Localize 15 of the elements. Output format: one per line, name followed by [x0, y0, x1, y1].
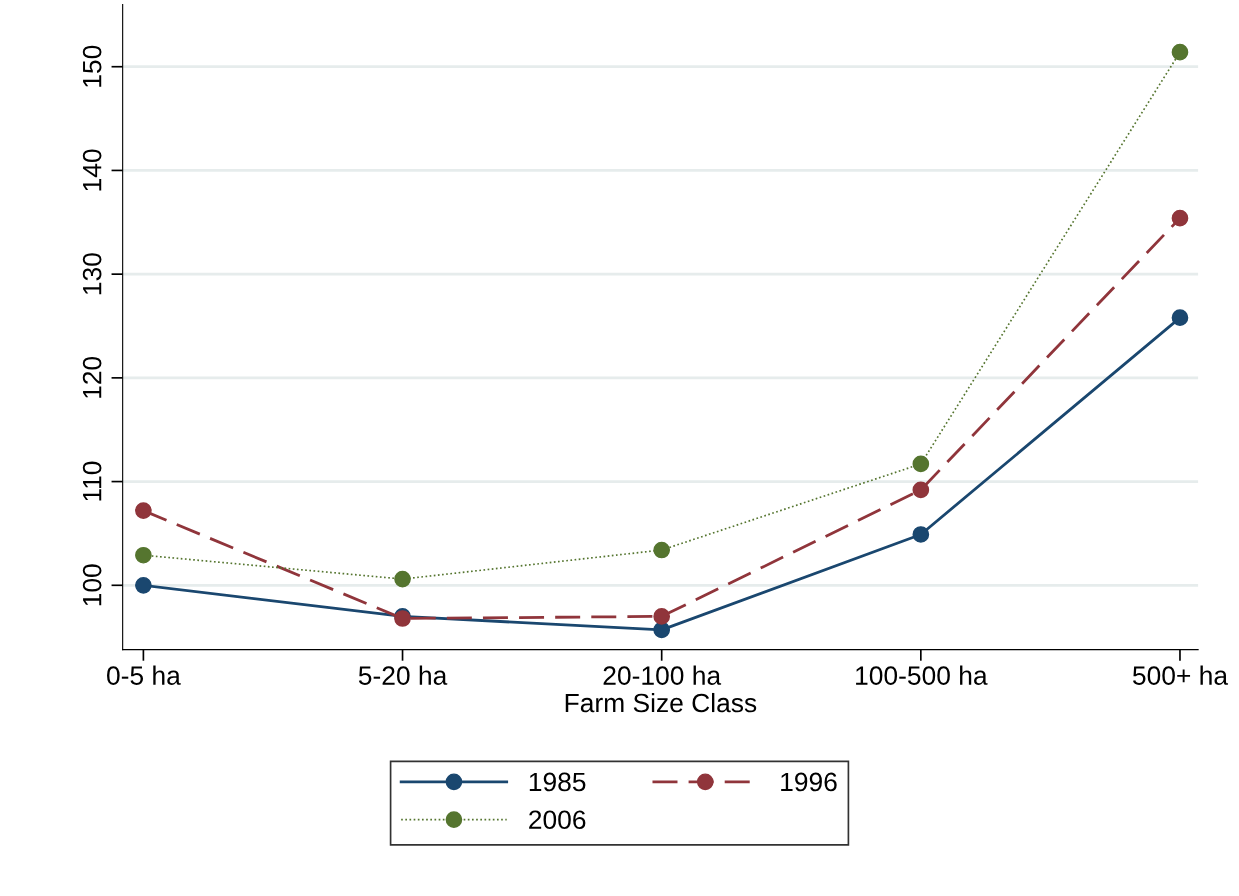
- x-tick-label: 100-500 ha: [856, 665, 988, 685]
- x-tick-label: 5-20 ha: [358, 665, 448, 685]
- legend-label: 2006: [529, 810, 586, 830]
- y-tick-label: 150: [82, 45, 102, 87]
- x-axis-title: Farm Size Class: [565, 692, 757, 713]
- y-tick-label: 100: [82, 564, 102, 606]
- legend-label: 1996: [781, 772, 837, 792]
- y-tick-label: 130: [82, 253, 102, 295]
- x-tick-label: 500+ ha: [1132, 665, 1229, 685]
- y-tick-label: 110: [82, 461, 102, 501]
- legend-label: 1985: [529, 772, 586, 792]
- y-tick-label: 120: [82, 356, 102, 398]
- y-tick-label: 140: [82, 149, 102, 191]
- x-tick-label: 20-100 ha: [603, 665, 722, 685]
- x-tick-label: 0-5 ha: [107, 665, 181, 685]
